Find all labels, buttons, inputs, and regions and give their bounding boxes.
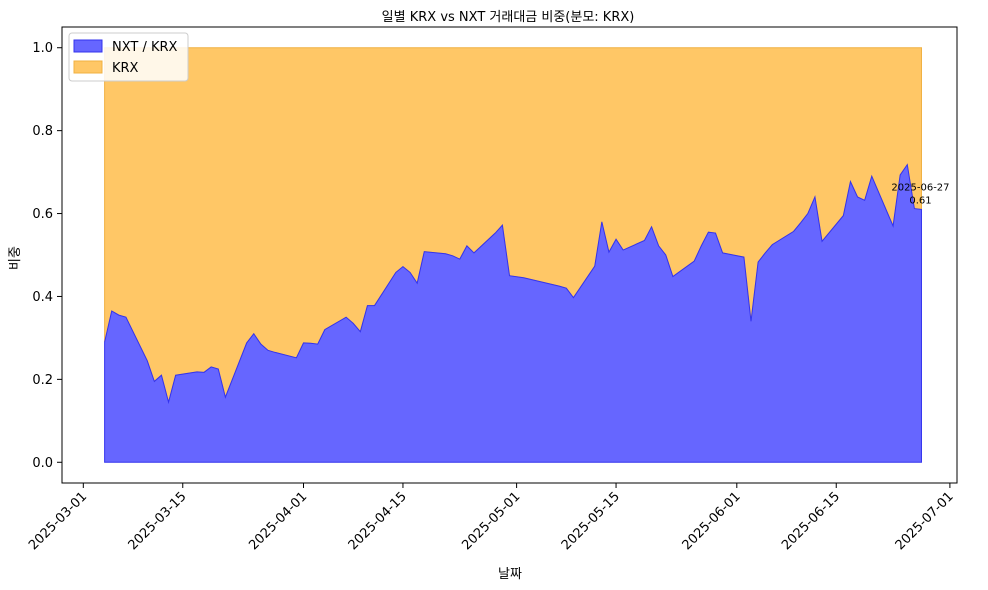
y-tick-label: 0.0 — [32, 456, 53, 471]
legend-label-krx: KRX — [112, 61, 139, 76]
x-tick-label: 2025-04-15 — [346, 489, 410, 553]
legend-swatch-nxt — [73, 39, 103, 53]
legend-label-nxt: NXT / KRX — [112, 40, 178, 55]
x-tick-label: 2025-07-01 — [893, 489, 957, 553]
x-tick-label: 2025-06-01 — [680, 489, 744, 553]
y-tick-label: 1.0 — [32, 41, 53, 56]
chart-title: 일별 KRX vs NXT 거래대금 비중(분모: KRX) — [382, 10, 635, 25]
x-tick-label: 2025-04-01 — [246, 489, 310, 553]
plot-area — [61, 26, 958, 484]
legend-swatch-krx — [73, 60, 103, 74]
y-axis-title: 비중 — [8, 246, 23, 270]
annotation-date-label: 2025-06-27 — [891, 182, 949, 193]
y-tick-label: 0.6 — [32, 207, 53, 222]
y-tick-label: 0.2 — [32, 373, 53, 388]
y-axis: 0.0 0.2 0.4 0.6 0.8 1.0 — [32, 41, 62, 471]
x-tick-label: 2025-05-01 — [459, 489, 523, 553]
y-tick-label: 0.8 — [32, 124, 53, 139]
legend: NXT / KRX KRX — [68, 32, 189, 82]
x-axis-title: 날짜 — [498, 567, 522, 582]
x-axis: 2025-03-01 2025-03-15 2025-04-01 2025-04-15… — [26, 483, 957, 553]
x-tick-label: 2025-05-15 — [559, 489, 623, 553]
x-tick-label: 2025-06-15 — [779, 489, 843, 553]
last-point-annotation: 2025-06-27 0.61 — [891, 182, 949, 206]
series-layer — [104, 47, 922, 463]
plot-frame — [61, 26, 958, 484]
x-tick-label: 2025-03-01 — [26, 489, 90, 553]
series-area-nxt — [104, 163, 922, 463]
annotation-value-label: 0.61 — [909, 195, 931, 206]
y-tick-label: 0.4 — [32, 290, 53, 305]
x-tick-label: 2025-03-15 — [126, 489, 190, 553]
